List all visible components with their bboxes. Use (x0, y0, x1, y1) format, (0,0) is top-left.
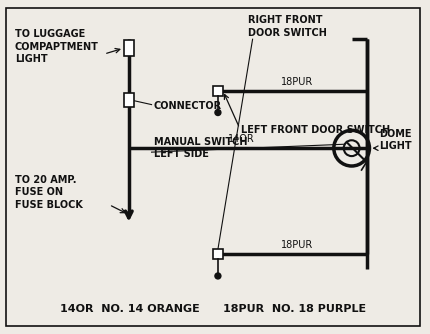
Text: TO LUGGAGE
COMPAPTMENT
LIGHT: TO LUGGAGE COMPAPTMENT LIGHT (15, 29, 99, 64)
Text: 14OR: 14OR (228, 134, 255, 144)
Bar (213, 249, 223, 259)
Text: DOME
LIGHT: DOME LIGHT (379, 129, 412, 151)
Text: 18PUR: 18PUR (281, 240, 313, 250)
Bar (124, 40, 134, 56)
Circle shape (215, 273, 221, 279)
Text: 18PUR: 18PUR (281, 77, 313, 87)
Text: TO 20 AMP.
FUSE ON
FUSE BLOCK: TO 20 AMP. FUSE ON FUSE BLOCK (15, 175, 83, 210)
Text: 14OR  NO. 14 ORANGE      18PUR  NO. 18 PURPLE: 14OR NO. 14 ORANGE 18PUR NO. 18 PURPLE (60, 304, 366, 314)
Text: MANUAL SWITCH
LEFT SIDE: MANUAL SWITCH LEFT SIDE (154, 137, 247, 159)
Circle shape (215, 110, 221, 116)
Text: LEFT FRONT DOOR SWITCH: LEFT FRONT DOOR SWITCH (241, 125, 390, 135)
Text: RIGHT FRONT
DOOR SWITCH: RIGHT FRONT DOOR SWITCH (248, 15, 326, 38)
Text: CONNECTOR: CONNECTOR (154, 101, 221, 111)
Bar (124, 93, 134, 107)
Bar (213, 86, 223, 96)
